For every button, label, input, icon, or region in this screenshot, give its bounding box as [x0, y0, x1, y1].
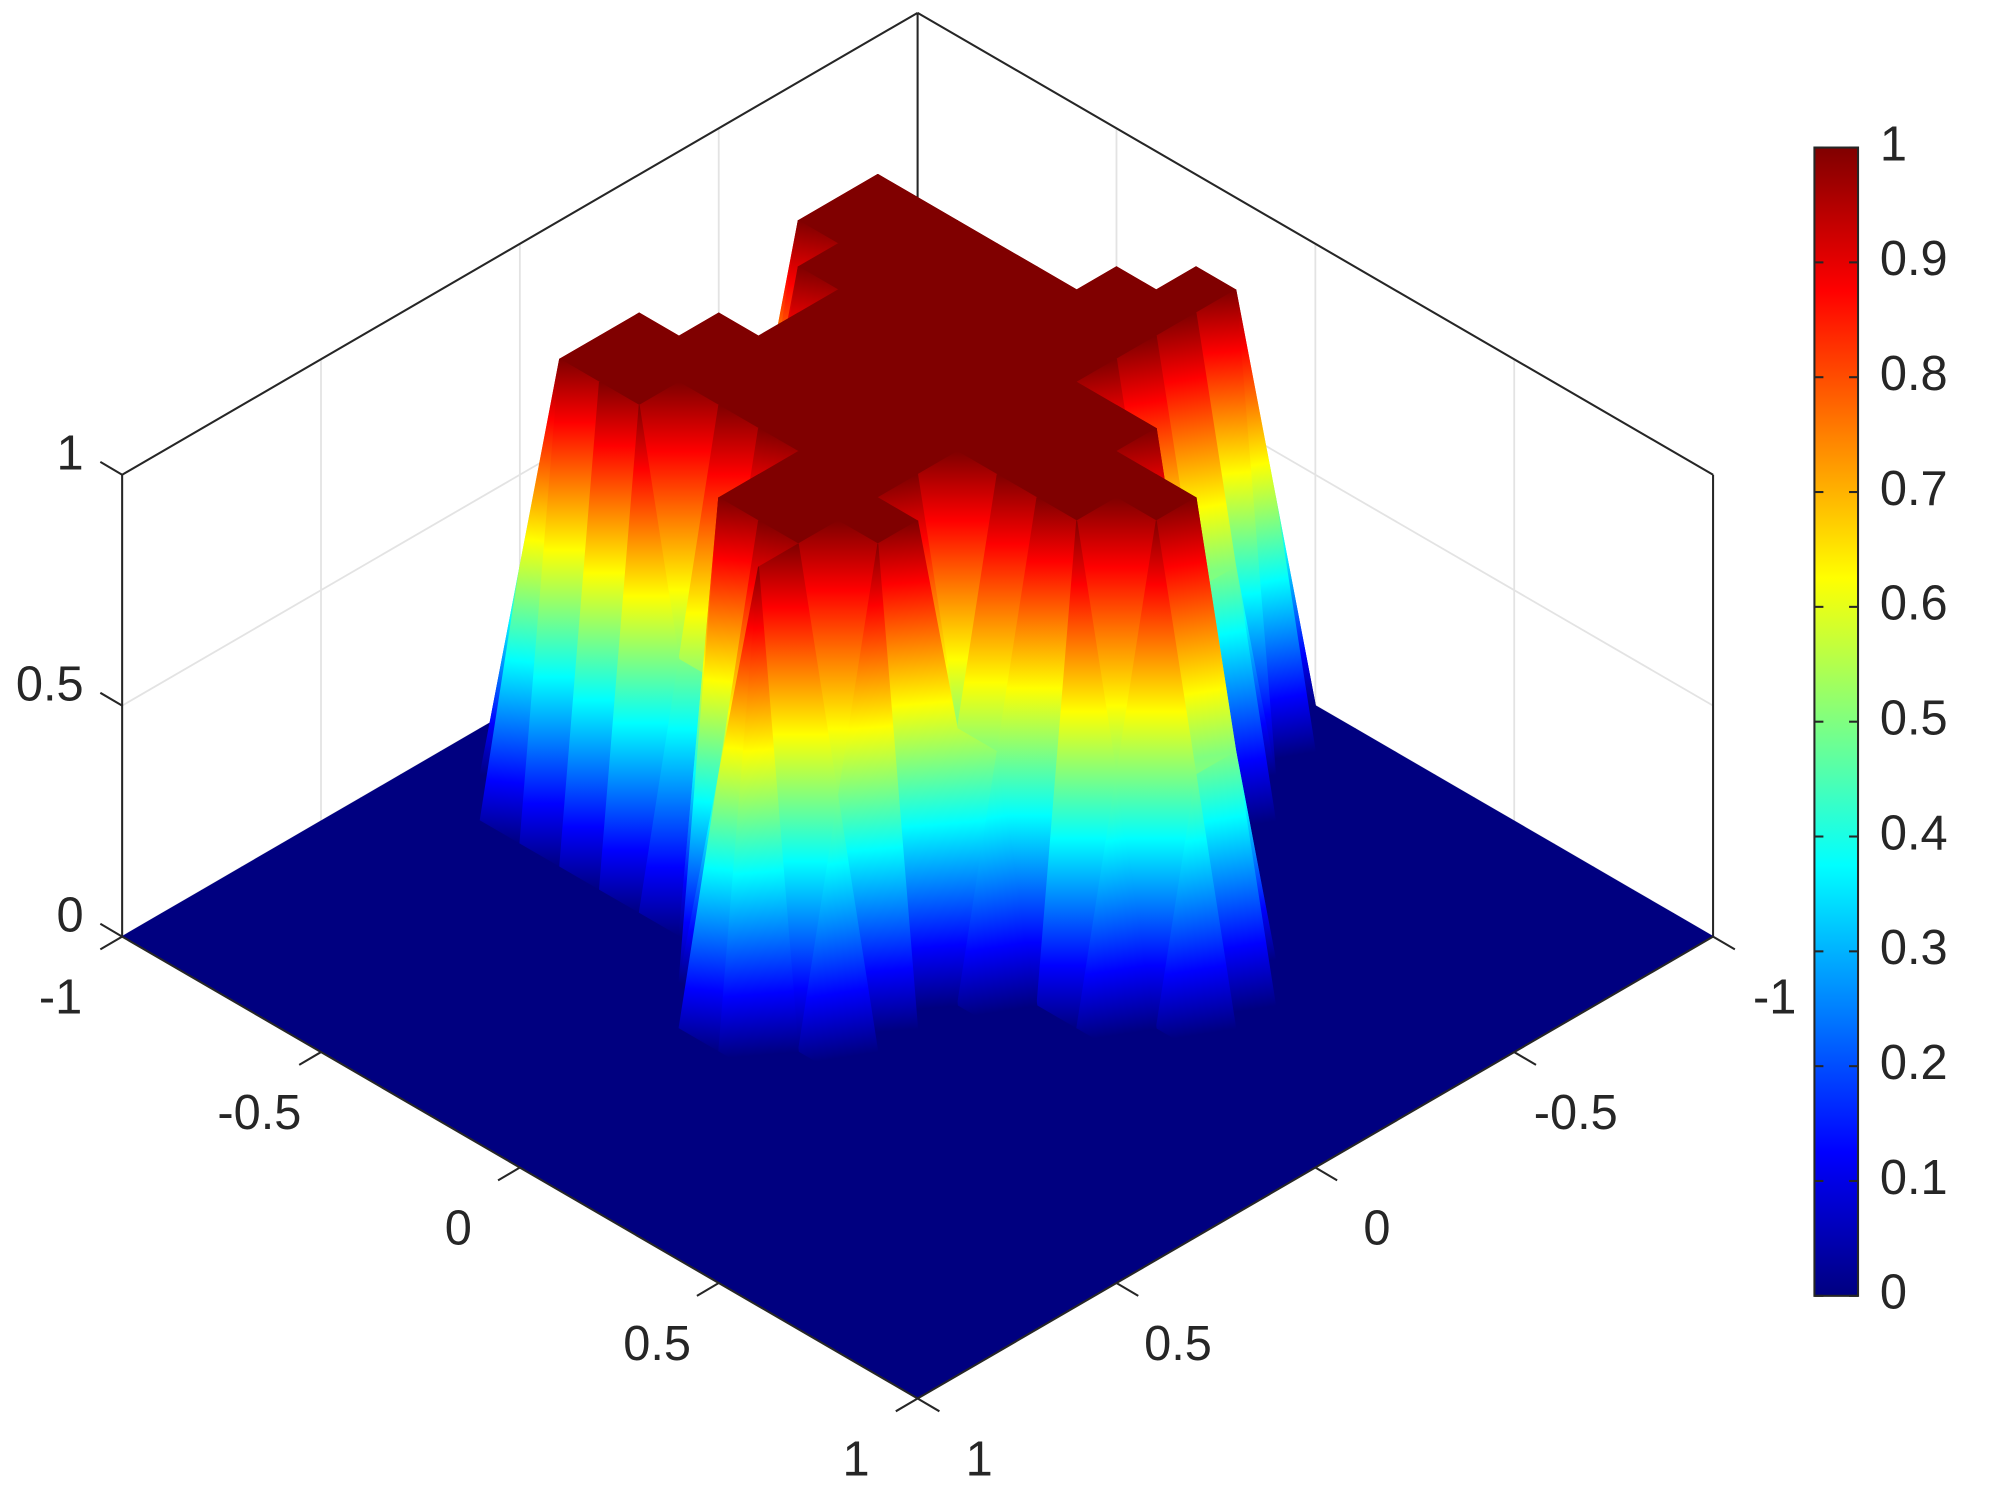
colorbar-tick-label: 0.7	[1880, 462, 1948, 516]
z-tick-label: 0.5	[16, 658, 84, 712]
axis-line	[917, 11, 1714, 476]
x-tick-label: -0.5	[217, 1086, 301, 1140]
colorbar-tick-label: 0.5	[1880, 692, 1948, 746]
colorbar-tick-label: 0.6	[1880, 577, 1948, 631]
y-tick	[1115, 1282, 1139, 1297]
y-tick-label: -1	[1753, 971, 1796, 1025]
z-tick-label: 1	[57, 427, 84, 481]
y-tick	[1712, 935, 1736, 951]
y-tick	[1314, 1166, 1338, 1182]
x-tick-label: 0	[445, 1202, 472, 1256]
colorbar-tick-label: 0.3	[1880, 921, 1948, 975]
z-tick	[99, 691, 123, 707]
colorbar-tick-label: 0.2	[1880, 1036, 1948, 1090]
y-tick-label: -0.5	[1534, 1086, 1618, 1140]
colorbar-tick-label: 0.1	[1880, 1151, 1948, 1205]
x-tick	[497, 1166, 521, 1182]
y-tick-label: 1	[966, 1432, 993, 1486]
x-tick	[895, 1397, 919, 1413]
z-tick-label: 0	[57, 889, 84, 943]
x-tick	[696, 1282, 720, 1297]
y-tick	[917, 1397, 940, 1413]
colorbar-tick-label: 1	[1880, 117, 1907, 171]
colorbar-tick-label: 0.8	[1880, 347, 1948, 401]
colorbar-tick-label: 0.9	[1880, 232, 1948, 286]
axis-line	[121, 11, 919, 476]
y-tick-label: 0.5	[1144, 1317, 1212, 1371]
z-tick	[99, 922, 123, 938]
x-tick-label: 1	[842, 1432, 869, 1486]
x-tick	[99, 935, 123, 951]
x-tick-label: -1	[39, 971, 82, 1025]
y-tick-label: 0	[1363, 1202, 1390, 1256]
colorbar-tick-label: 0.4	[1880, 806, 1948, 860]
y-tick	[1513, 1051, 1537, 1066]
x-tick-label: 0.5	[623, 1317, 691, 1371]
z-tick	[99, 460, 123, 476]
x-tick	[298, 1051, 322, 1066]
colorbar-tick-label: 0	[1880, 1266, 1907, 1320]
